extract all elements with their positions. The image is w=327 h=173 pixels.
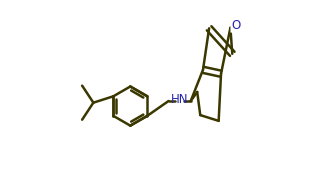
Text: O: O bbox=[231, 19, 240, 32]
Text: HN: HN bbox=[171, 93, 188, 106]
